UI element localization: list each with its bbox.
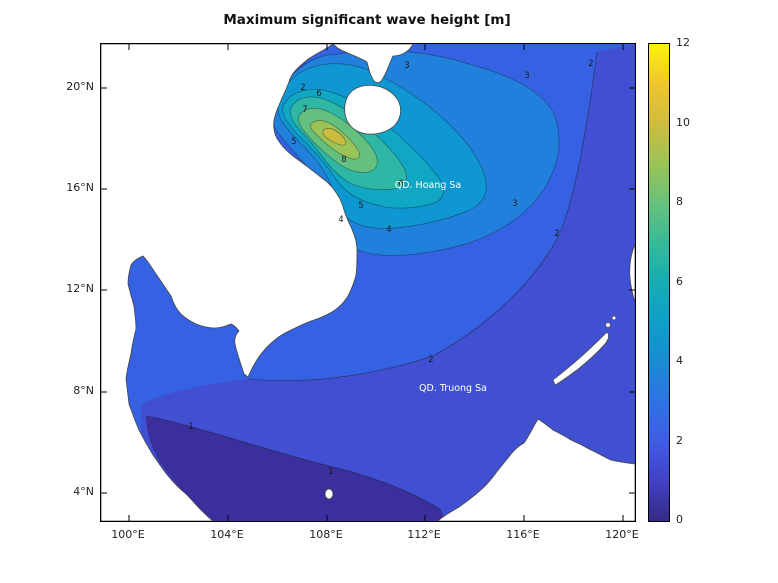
- colorbar-tick-label: 8: [676, 195, 683, 208]
- x-tick-label: 108°E: [309, 528, 343, 541]
- map-annotation: QD. Truong Sa: [419, 383, 487, 394]
- land-hainan: [344, 84, 402, 135]
- y-tick-label: 8°N: [73, 384, 94, 397]
- contour-label: 3: [512, 199, 517, 209]
- colorbar: [648, 43, 670, 522]
- land-layer: [101, 44, 635, 521]
- land-mindoro-sliver: [629, 243, 635, 303]
- colorbar-tick-label: 2: [676, 434, 683, 447]
- annotation-layer: QD. Hoang Sa QD. Truong Sa: [395, 180, 487, 394]
- y-tick-label: 20°N: [66, 80, 94, 93]
- contour-line-2: [247, 51, 598, 382]
- x-tick-label: 104°E: [210, 528, 244, 541]
- y-tick-label: 16°N: [66, 181, 94, 194]
- colorbar-tick-label: 4: [676, 354, 683, 367]
- colorbar-tick-label: 0: [676, 513, 683, 526]
- contour-label: 5: [358, 201, 363, 211]
- contour-label: 6: [398, 179, 403, 189]
- contour-label: 6: [316, 89, 321, 99]
- colorbar-tick-label: 12: [676, 36, 690, 49]
- contour-label: 1: [188, 422, 193, 432]
- x-tick-label: 100°E: [111, 528, 145, 541]
- land-borneo: [437, 418, 635, 521]
- contour-label: 3: [404, 61, 409, 71]
- land-islet-1: [605, 322, 611, 328]
- contour-line-layer: [145, 51, 598, 511]
- contour-label: 2: [428, 355, 433, 365]
- contour-line-1: [145, 415, 442, 511]
- land-indochina: [101, 44, 358, 521]
- y-tick-label: 4°N: [73, 485, 94, 498]
- axis-ticks: [101, 44, 635, 521]
- land-natuna: [324, 488, 334, 500]
- contour-label: 5: [291, 137, 296, 147]
- y-tick-label: 12°N: [66, 282, 94, 295]
- x-tick-label: 112°E: [407, 528, 441, 541]
- land-palawan: [552, 331, 610, 386]
- contour-label: 2: [554, 229, 559, 239]
- x-tick-label: 120°E: [605, 528, 639, 541]
- chart-title: Maximum significant wave height [m]: [223, 12, 511, 28]
- contour-label: 2: [588, 59, 593, 69]
- x-tick-label: 116°E: [506, 528, 540, 541]
- contour-label: 2: [300, 83, 305, 93]
- contour-label: 4: [338, 215, 343, 225]
- contour-label: 7: [302, 105, 307, 115]
- colorbar-tick-label: 10: [676, 116, 690, 129]
- contour-label: 1: [328, 467, 333, 477]
- colorbar-tick-label: 6: [676, 275, 683, 288]
- land-south-china-coast: [332, 44, 414, 84]
- land-islet-2: [611, 315, 617, 321]
- map-annotation: QD. Hoang Sa: [395, 180, 462, 191]
- contour-label: 3: [524, 71, 529, 81]
- contour-label: 4: [386, 225, 391, 235]
- contour-label: 8: [341, 155, 346, 165]
